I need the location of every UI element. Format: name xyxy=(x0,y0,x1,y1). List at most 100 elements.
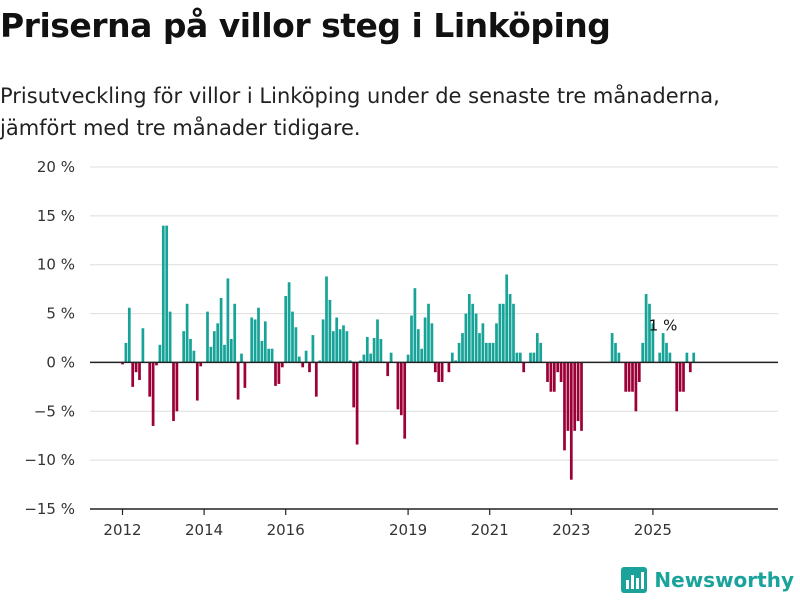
bar xyxy=(661,333,665,363)
bar xyxy=(515,352,519,363)
bar xyxy=(495,323,498,363)
bar xyxy=(403,362,407,439)
x-tick-label: 2014 xyxy=(185,521,223,539)
bar xyxy=(192,350,196,363)
chart-subtitle: Prisutveckling för villor i Linköping un… xyxy=(0,84,720,140)
bar xyxy=(318,360,322,363)
bar xyxy=(505,274,509,363)
bar xyxy=(209,346,213,363)
bar xyxy=(185,303,189,363)
bar xyxy=(433,362,437,373)
y-tick-label: 0 % xyxy=(46,353,75,371)
x-tick-label: 2019 xyxy=(389,521,427,539)
bar xyxy=(311,335,315,363)
x-tick-label: 2025 xyxy=(634,521,672,539)
bar xyxy=(457,342,461,363)
bar xyxy=(396,362,400,410)
bar xyxy=(440,362,444,382)
bar xyxy=(331,331,335,363)
y-tick-label: 5 % xyxy=(46,305,75,323)
bar xyxy=(498,303,502,363)
bar xyxy=(467,294,471,363)
bar xyxy=(682,362,685,392)
bar xyxy=(348,360,352,363)
bar xyxy=(195,362,199,401)
bar xyxy=(260,340,264,363)
bar xyxy=(229,338,233,363)
bar xyxy=(226,278,230,363)
x-tick-label: 2012 xyxy=(103,521,141,539)
bar xyxy=(518,352,522,363)
bar xyxy=(573,362,577,431)
bar xyxy=(556,362,560,373)
bar xyxy=(617,352,621,363)
bar xyxy=(127,307,131,363)
bar xyxy=(675,362,679,412)
y-tick-label: 20 % xyxy=(37,158,75,176)
bar xyxy=(243,362,247,388)
bar xyxy=(182,331,186,363)
bar xyxy=(206,311,209,363)
bar xyxy=(131,362,135,387)
bar xyxy=(399,362,403,416)
bar xyxy=(342,325,345,363)
bar xyxy=(352,362,356,408)
bar xyxy=(240,353,243,363)
bar xyxy=(569,362,573,480)
bar xyxy=(301,362,305,368)
bar xyxy=(461,333,464,363)
gridlines xyxy=(90,166,778,510)
bar xyxy=(522,362,526,373)
bar xyxy=(427,303,430,363)
bar xyxy=(552,362,556,392)
bar xyxy=(294,327,298,363)
bar xyxy=(219,297,223,363)
bar xyxy=(413,288,417,363)
bar xyxy=(250,317,254,363)
annotations: 1 % xyxy=(649,317,678,335)
bar xyxy=(284,295,288,363)
bar xyxy=(508,294,512,363)
bar xyxy=(151,362,155,426)
bar xyxy=(692,352,696,363)
x-tick-label: 2023 xyxy=(552,521,590,539)
x-tick-label: 2016 xyxy=(267,521,305,539)
bar xyxy=(488,342,492,363)
y-tick-label: −5 % xyxy=(34,402,75,420)
bar xyxy=(158,344,162,363)
bar xyxy=(168,311,172,363)
bar xyxy=(155,362,158,366)
bar xyxy=(481,323,485,363)
bar xyxy=(685,352,689,363)
bar xyxy=(430,323,434,363)
bar xyxy=(532,352,536,363)
bar xyxy=(491,342,495,363)
bar xyxy=(308,362,311,373)
bar xyxy=(212,331,216,363)
bar xyxy=(175,362,179,412)
bar xyxy=(267,348,271,363)
bar xyxy=(563,362,566,451)
bar xyxy=(338,329,342,363)
bar xyxy=(216,323,220,363)
bar xyxy=(253,319,257,363)
brand-logo: Newsworthy xyxy=(620,566,794,594)
bar xyxy=(471,303,475,363)
newsworthy-logo-icon xyxy=(621,567,648,593)
bar xyxy=(627,362,631,392)
y-tick-label: −10 % xyxy=(24,451,75,469)
bar xyxy=(637,362,641,382)
x-tick-label: 2021 xyxy=(471,521,509,539)
bar xyxy=(138,362,141,381)
bar xyxy=(376,319,379,363)
bar xyxy=(291,311,294,363)
bar xyxy=(124,342,128,363)
bar xyxy=(447,362,451,373)
bar xyxy=(172,362,175,422)
bar xyxy=(161,225,165,363)
bar xyxy=(389,352,393,363)
bars xyxy=(121,225,696,480)
bar xyxy=(512,303,515,363)
bar xyxy=(270,348,274,363)
